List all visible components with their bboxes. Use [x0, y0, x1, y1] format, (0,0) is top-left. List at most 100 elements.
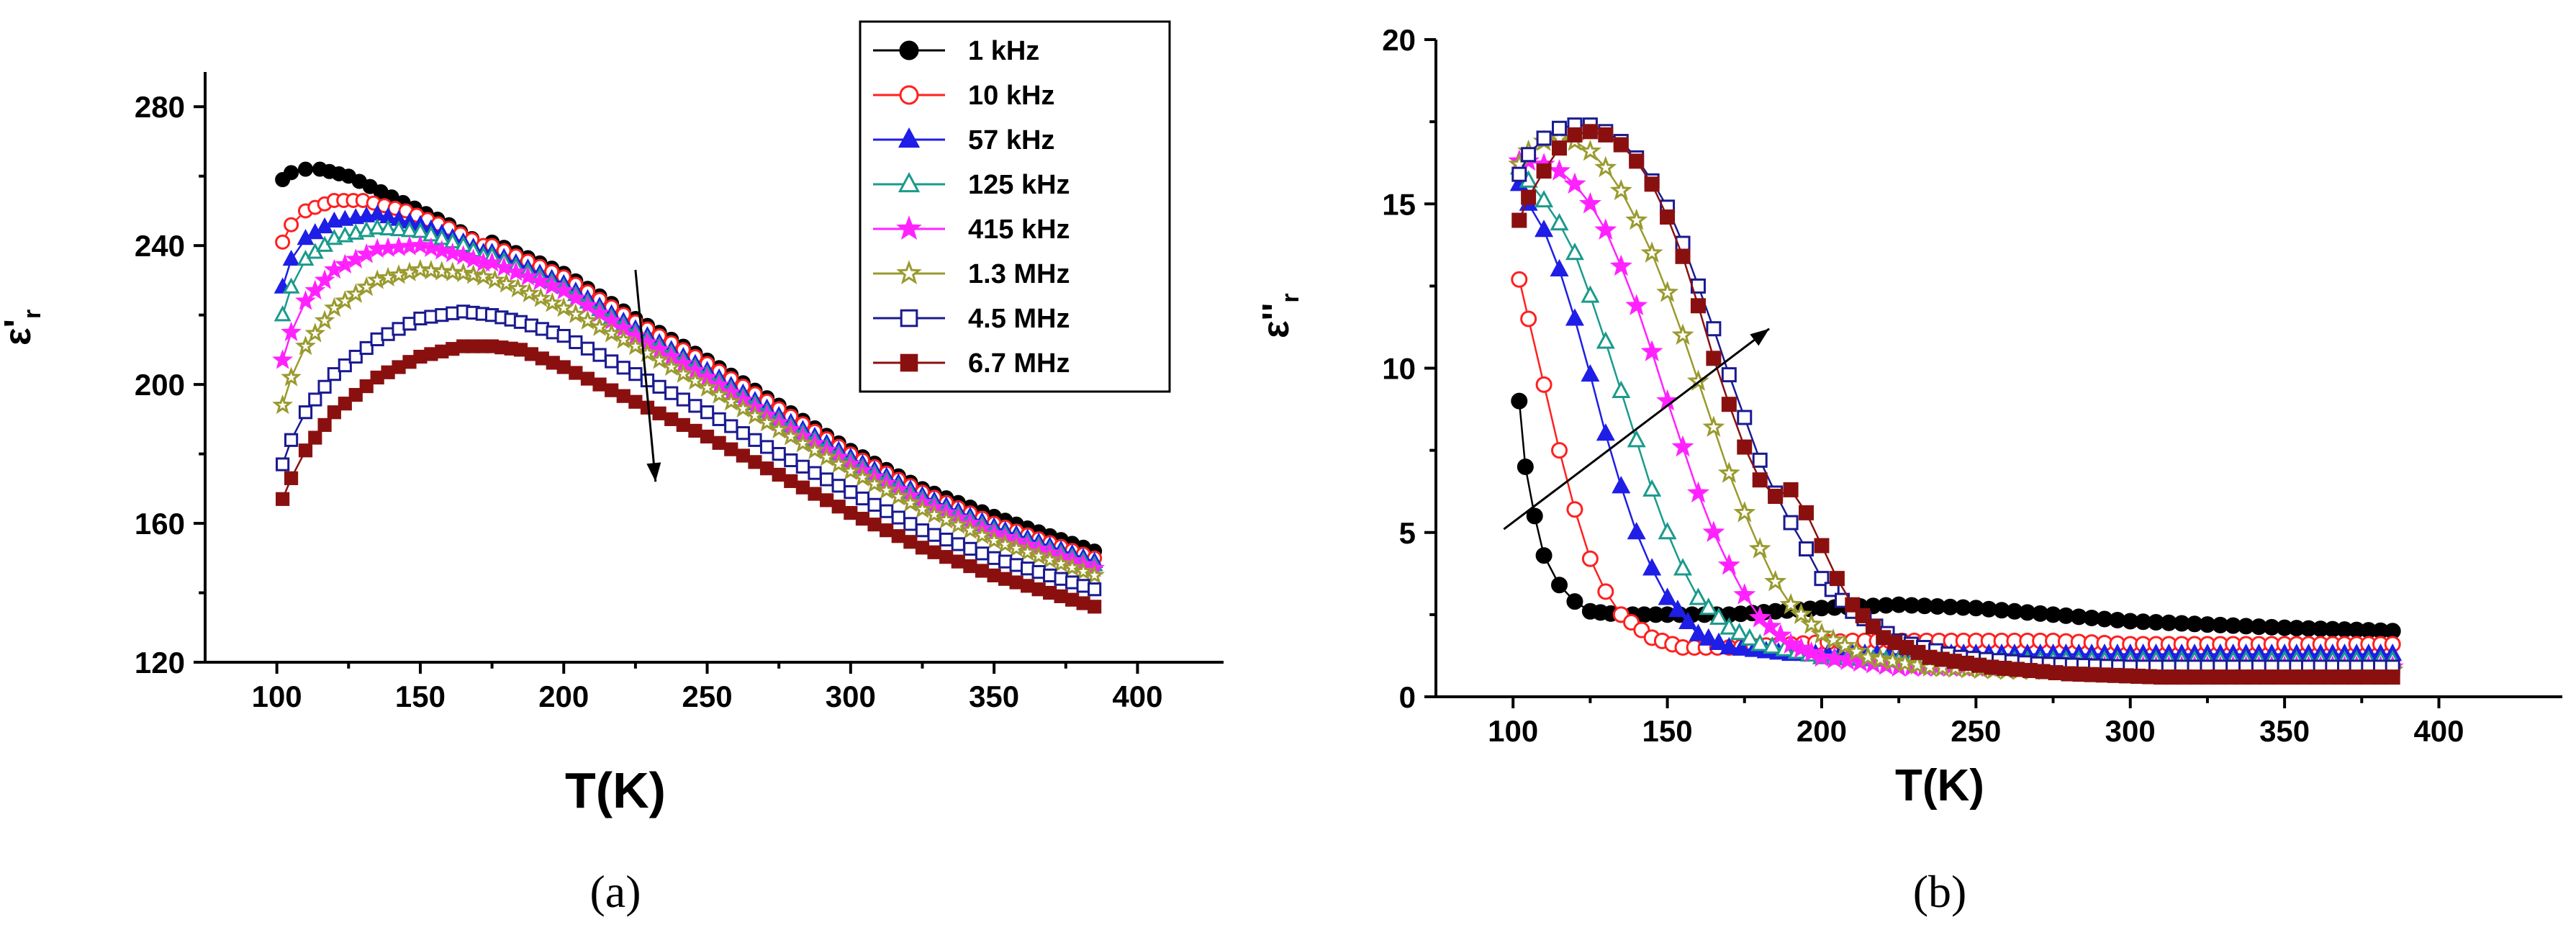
data-point: [2359, 669, 2375, 685]
data-point: [1021, 561, 1035, 576]
data-point: [720, 391, 742, 411]
data-point: [1031, 564, 1046, 579]
x-tick-label: 400: [1112, 680, 1162, 713]
data-point: [1689, 623, 1708, 641]
data-point: [1054, 572, 1068, 586]
data-point: [1578, 192, 1601, 214]
data-point: [987, 551, 1001, 565]
data-point: [652, 379, 666, 394]
data-point: [688, 423, 702, 438]
data-point: [347, 208, 365, 225]
data-point: [1625, 294, 1648, 315]
data-point: [1721, 367, 1737, 383]
data-point: [1566, 593, 1583, 610]
series-line: [1518, 279, 2393, 649]
legend-label: 4.5 MHz: [968, 304, 1070, 334]
data-point: [1709, 607, 1729, 625]
data-point: [1673, 558, 1693, 576]
data-point: [1865, 619, 1881, 635]
x-tick-label: 150: [1642, 714, 1693, 748]
legend-item: 57 kHz: [873, 125, 1054, 155]
legend-item: 10 kHz: [873, 81, 1054, 111]
data-point: [569, 366, 583, 380]
data-point: [1971, 657, 1987, 673]
x-tick-label: 250: [1951, 714, 2001, 748]
data-point: [284, 217, 299, 232]
legend-item: 1.3 MHz: [873, 259, 1070, 289]
trend-arrow-head: [1750, 328, 1770, 346]
data-point: [1984, 659, 1999, 675]
data-point: [1563, 172, 1586, 194]
panel-a-chart: 100 150 200 250 300 350 400 120 160 200 240 280 ε'r…: [0, 20, 1224, 917]
data-point: [274, 305, 292, 322]
data-point: [1958, 655, 1974, 671]
data-point: [820, 493, 834, 507]
data-point: [700, 429, 715, 444]
data-point: [1521, 189, 1537, 205]
series-6-7-mhz: [276, 339, 1102, 614]
data-point: [1535, 376, 1553, 393]
data-point: [2334, 669, 2350, 685]
x-tick-label: 150: [395, 680, 446, 713]
data-point: [792, 432, 813, 453]
data-point: [1547, 159, 1571, 181]
panel-a-y-axis-label-main: ε': [0, 319, 39, 346]
data-point: [1582, 124, 1598, 140]
data-point: [912, 498, 933, 518]
data-point: [1737, 410, 1753, 425]
data-point: [1814, 538, 1830, 554]
data-point: [844, 485, 858, 500]
series-6-7-mhz: [1511, 124, 2400, 685]
data-point: [484, 269, 505, 289]
series-line: [1518, 400, 2393, 632]
data-point: [1737, 439, 1753, 455]
y-tick-label: 200: [135, 368, 185, 402]
data-point: [1551, 442, 1568, 459]
data-point: [2259, 669, 2274, 685]
data-point: [2246, 669, 2261, 685]
data-point: [1072, 561, 1094, 581]
data-point: [463, 248, 484, 268]
panel-b-y-axis-label: ε''r: [1255, 293, 1304, 338]
data-point: [676, 392, 690, 407]
data-point: [1005, 537, 1027, 558]
data-point: [345, 283, 366, 303]
data-point: [951, 537, 965, 551]
data-point: [1535, 547, 1553, 564]
data-point: [959, 519, 981, 539]
data-point: [1656, 281, 1679, 302]
data-point: [1759, 615, 1781, 636]
data-point: [556, 360, 571, 374]
data-point: [1658, 522, 1677, 540]
data-point: [1658, 587, 1677, 605]
series-4-5-mhz: [1511, 117, 2400, 675]
data-point: [1881, 649, 1904, 671]
series-line: [1518, 137, 2393, 672]
data-point: [1536, 163, 1552, 179]
data-point: [855, 512, 870, 526]
data-point: [1644, 176, 1660, 192]
data-point: [348, 349, 363, 364]
data-point: [1717, 554, 1740, 575]
data-point: [2010, 662, 2025, 677]
data-point: [1031, 582, 1046, 597]
data-point: [1017, 541, 1039, 561]
y-tick-label: 280: [135, 90, 185, 124]
data-point: [664, 386, 679, 400]
data-point: [1845, 597, 1861, 613]
panel-b-label: (b): [1913, 866, 1967, 917]
data-point: [1783, 482, 1799, 497]
data-point: [768, 418, 790, 439]
data-point: [1675, 248, 1691, 264]
data-point: [592, 348, 607, 362]
x-tick-label: 400: [2413, 714, 2464, 748]
data-point: [529, 270, 551, 291]
data-point: [1581, 550, 1599, 567]
data-point: [1535, 220, 1554, 238]
data-point: [605, 354, 619, 369]
data-point: [577, 310, 598, 330]
data-point: [927, 545, 941, 559]
panel-b-y-axis-label-sub: r: [1277, 293, 1304, 302]
trend-arrow-shaft: [634, 269, 657, 482]
data-point: [712, 412, 726, 426]
